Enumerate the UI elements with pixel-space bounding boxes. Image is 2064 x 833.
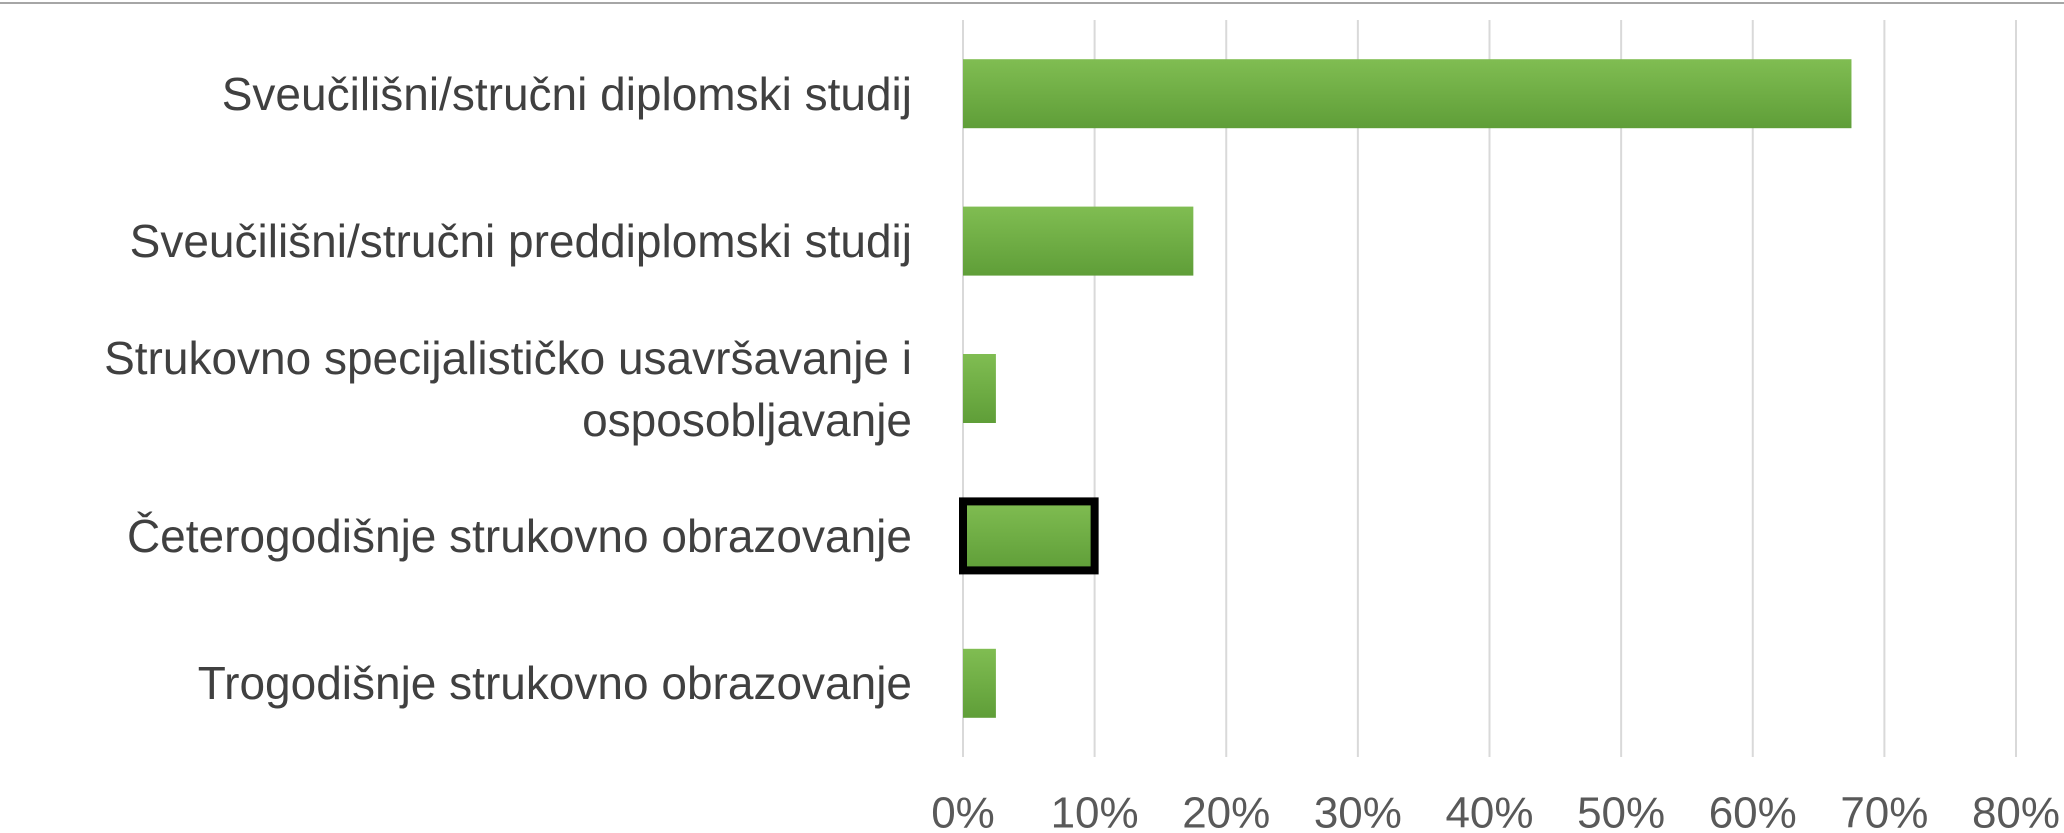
x-tick-label: 60% bbox=[1709, 789, 1797, 833]
x-tick-label: 40% bbox=[1445, 789, 1533, 833]
category-label: Trogodišnje strukovno obrazovanje bbox=[197, 657, 912, 710]
category-label: Četerogodišnje strukovno obrazovanje bbox=[126, 509, 912, 562]
category-label: Sveučilišni/stručni preddiplomski studij bbox=[129, 215, 912, 268]
x-tick-label: 10% bbox=[1051, 789, 1139, 833]
bar bbox=[959, 497, 1099, 575]
x-tick-label: 50% bbox=[1577, 789, 1665, 833]
bar bbox=[963, 354, 996, 423]
bar bbox=[963, 648, 996, 718]
bar bbox=[963, 206, 1194, 276]
x-tick-label: 0% bbox=[931, 789, 995, 833]
x-tick-label: 80% bbox=[1972, 789, 2060, 833]
bar bbox=[963, 59, 1852, 129]
x-tick-label: 30% bbox=[1314, 789, 1402, 833]
category-label: Sveučilišni/stručni diplomski studij bbox=[221, 67, 912, 120]
category-label: Strukovno specijalističko usavršavanje i… bbox=[104, 331, 912, 446]
x-tick-label: 70% bbox=[1840, 789, 1928, 833]
x-tick-label: 20% bbox=[1182, 789, 1270, 833]
